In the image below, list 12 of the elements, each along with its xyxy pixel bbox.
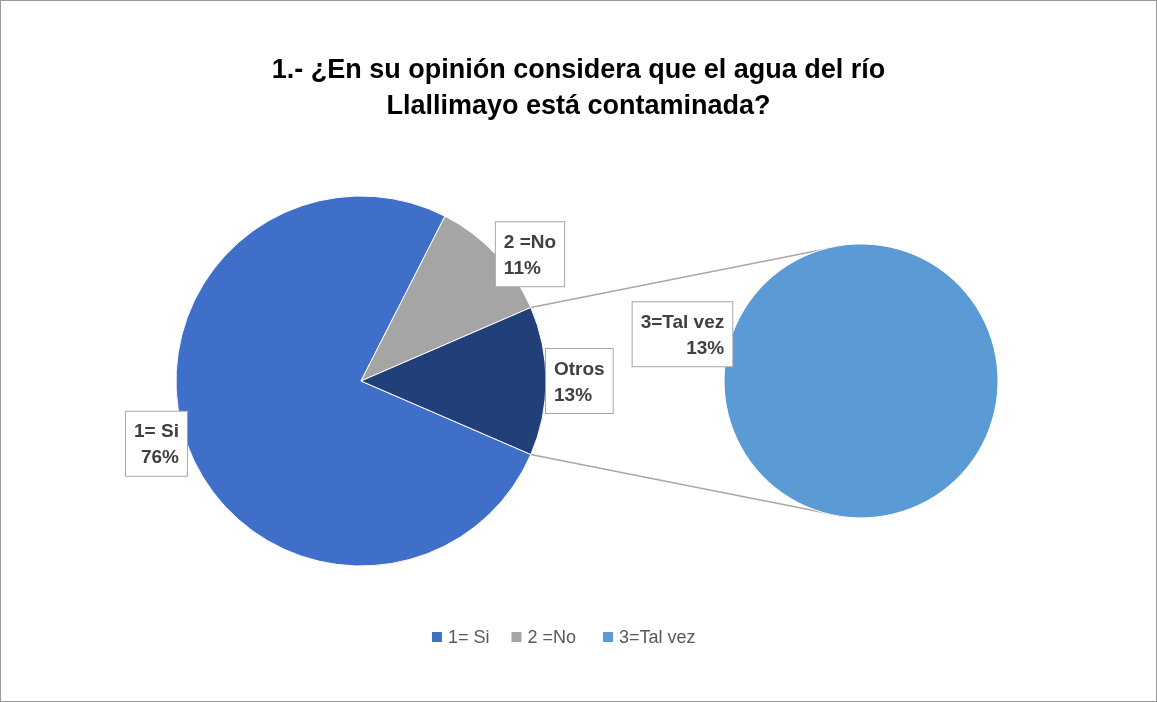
chart-title: 1.- ¿En su opinión considera que el agua del río Llallimayo está contaminada? [271, 54, 886, 120]
data-label: 76% [140, 446, 180, 468]
legend-label: 2 =No [527, 627, 577, 647]
slice-label: 3=Tal vez [640, 310, 725, 332]
slice-label: 2 =No [503, 230, 557, 252]
data-label: 13% [686, 336, 725, 358]
legend-label: 3=Tal vez [619, 627, 696, 647]
legend-label: 1= Si [447, 627, 490, 647]
slice-label: Otros [554, 357, 605, 379]
data-label: 11% [503, 256, 541, 278]
data-label: 13% [554, 383, 593, 405]
slice-label: 1= Si [134, 420, 179, 442]
